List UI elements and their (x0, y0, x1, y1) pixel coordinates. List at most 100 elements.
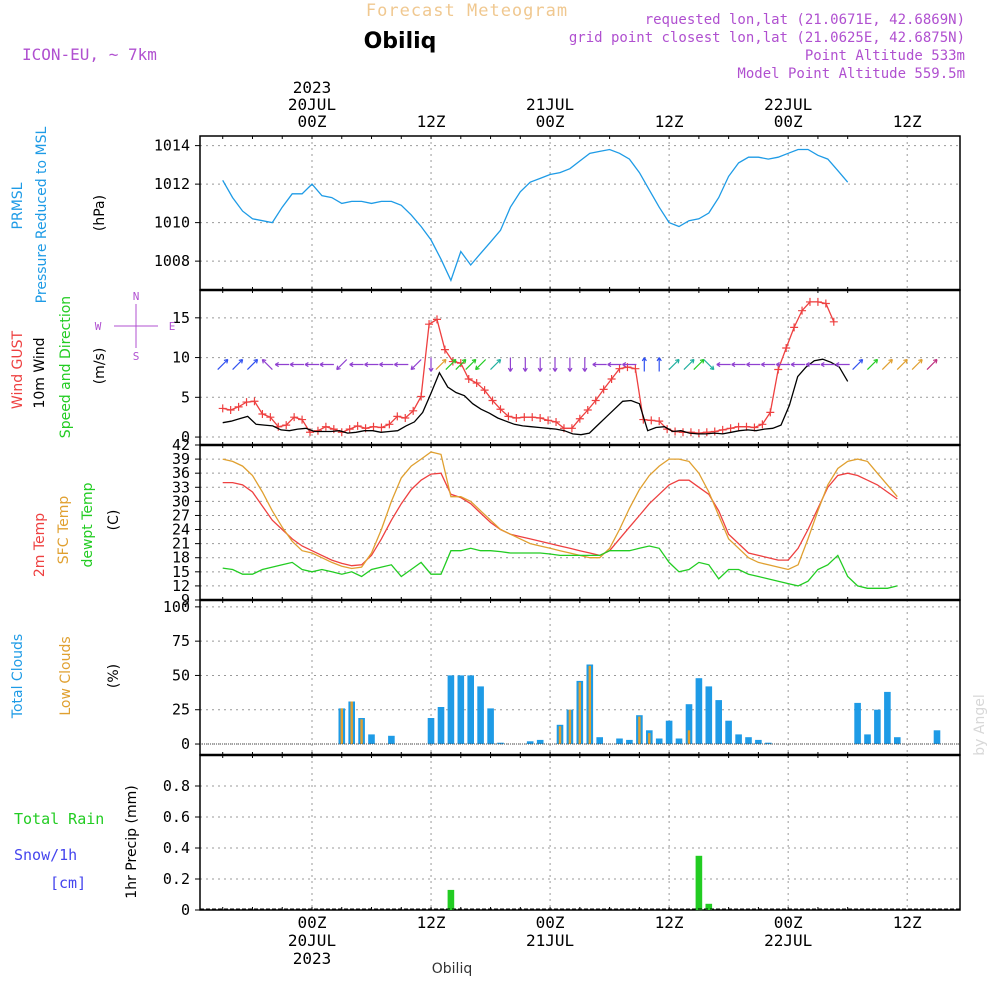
total-cloud-bar (655, 738, 663, 744)
time-top-label: 00Z (774, 112, 803, 131)
y-tick-label: 1014 (154, 137, 190, 155)
wind-arrow (537, 357, 543, 372)
total-cloud-bar (536, 739, 544, 744)
wind-arrow (716, 361, 731, 368)
y-axis-label: 2m Temp (32, 513, 48, 577)
y-tick-label: 18 (172, 549, 190, 567)
low-cloud-bar (648, 733, 651, 745)
total-cloud-bar (388, 735, 395, 744)
time-top-label: 20JUL (288, 95, 336, 114)
gust-marker (710, 427, 719, 436)
y-tick-label: 100 (163, 598, 190, 616)
total-cloud-bar (616, 738, 623, 744)
gust-marker (464, 375, 473, 384)
wind-arrow (790, 361, 806, 368)
gust-marker (377, 423, 386, 432)
wind-arrow (261, 358, 273, 371)
gust-marker (401, 413, 410, 422)
total-cloud-bar (665, 720, 673, 744)
gust-marker (813, 297, 822, 306)
gust-marker (782, 344, 791, 353)
gust-marker (520, 413, 529, 422)
rain-bar (447, 889, 455, 910)
precip-ylabels: Total Rain Snow/1h [cm] 1hr Precip (mm) (14, 785, 140, 898)
wind-arrow (522, 357, 528, 372)
point-altitude: Point Altitude 533m (805, 48, 965, 64)
gust-marker (353, 421, 362, 430)
wind-arrow (435, 358, 447, 371)
gust-marker (718, 425, 727, 434)
gust-marker (393, 412, 402, 421)
wind-arrow (552, 357, 558, 372)
y-tick-label: 50 (172, 666, 190, 684)
wind-arrow (656, 357, 662, 372)
panels: 1008101010121014051015912151821242730333… (10, 126, 961, 919)
low-cloud-bar (638, 716, 641, 744)
total-cloud-bar (596, 737, 603, 745)
rain-bar (705, 903, 713, 910)
total-cloud-bar (467, 675, 474, 744)
pressure-line (222, 148, 849, 283)
time-top-label: 21JUL (526, 95, 574, 114)
y-tick-label: 1010 (154, 214, 190, 232)
wind-arrow (393, 361, 409, 368)
y-tick-label: 42 (172, 436, 190, 454)
low-cloud-bar (568, 709, 572, 744)
wind-arrow (641, 357, 647, 372)
dewpt-line (222, 545, 898, 589)
time-bottom-label: 12Z (893, 913, 922, 932)
y-axis-label: (hPa) (92, 195, 108, 231)
gust-marker (758, 420, 767, 429)
credit-watermark: by Angel (972, 694, 988, 755)
y-axis-label: Wind GUST (10, 330, 26, 409)
gust-marker (385, 420, 394, 429)
wind-arrow (703, 359, 715, 371)
time-top-label: 00Z (298, 112, 327, 131)
low-cloud-bar (558, 726, 562, 744)
total-cloud-bar (864, 734, 871, 744)
rain-bar (695, 855, 703, 911)
gust-marker (226, 406, 235, 415)
y-tick-label: 5 (181, 388, 190, 406)
wind-ylabels: Wind GUST 10m Wind Speed and Direction (m/s… (10, 290, 175, 438)
y-axis-label: (m/s) (92, 348, 108, 385)
y-tick-label: 36 (172, 464, 190, 482)
low-cloud-bar (588, 665, 591, 744)
model-label: ICON-EU, ~ 7km (22, 45, 157, 64)
y-axis-label: Total Rain (14, 810, 104, 828)
panel-wind: 0 5 10 15 (172, 289, 961, 446)
gust-marker (774, 365, 783, 374)
low-cloud-bar (340, 708, 343, 745)
time-bottom-label: 12Z (655, 913, 684, 932)
wind-arrow (805, 361, 820, 368)
compass-n: N (133, 290, 140, 303)
total-cloud-bar (874, 709, 881, 744)
y-tick-label: 25 (172, 701, 190, 719)
low-cloud-bar (360, 719, 363, 744)
gust-marker (313, 426, 322, 435)
low-cloud-bar (578, 682, 581, 744)
time-top-label: 12Z (417, 112, 446, 131)
y-tick-label: 1008 (154, 252, 190, 270)
wind-arrow (445, 358, 457, 371)
y-tick-label: 0 (181, 901, 190, 919)
total-cloud-bar (626, 739, 633, 744)
total-cloud-bar (745, 737, 752, 745)
low-cloud-bar (687, 730, 691, 744)
gust-marker (266, 413, 275, 422)
gust-marker (575, 414, 584, 423)
sfc-temp-line (222, 451, 898, 571)
wind-arrow (911, 358, 923, 371)
y-axis-label: Low Clouds (58, 636, 74, 715)
gust-marker (567, 424, 576, 433)
gust-marker (821, 299, 830, 308)
wind-arrow (217, 358, 229, 371)
wind-arrow (607, 361, 622, 368)
wind-arrow (232, 358, 244, 371)
wind-arrow (582, 357, 588, 372)
total-cloud-bar (437, 707, 445, 744)
y-axis-label: dewpt Temp (80, 482, 96, 567)
clouds-ylabels: Total Clouds Low Clouds (%) (10, 634, 122, 719)
gust-marker (409, 406, 418, 415)
